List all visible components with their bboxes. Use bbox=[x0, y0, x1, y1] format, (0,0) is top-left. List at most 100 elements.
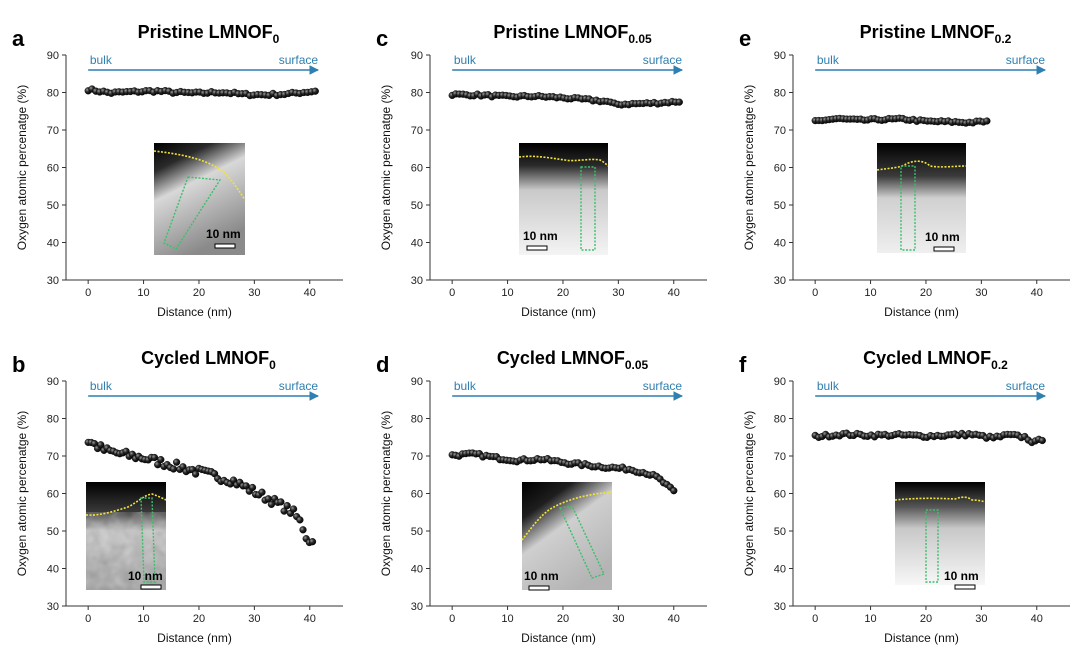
scale-bar bbox=[528, 585, 550, 591]
stem-inset-image: 10 nm bbox=[894, 482, 986, 590]
y-tick-label: 70 bbox=[47, 125, 59, 137]
stem-image-background bbox=[522, 482, 612, 590]
label-surface: surface bbox=[643, 379, 683, 393]
chart-title-text: Cycled LMNOF bbox=[141, 348, 269, 368]
y-tick-label: 70 bbox=[774, 125, 786, 137]
panel-letter: a bbox=[12, 26, 25, 51]
y-axis-label: Oxygen atomic percenatge (%) bbox=[15, 411, 29, 576]
y-tick-label: 30 bbox=[411, 275, 423, 287]
chart-title-subscript: 0.05 bbox=[625, 358, 649, 372]
stem-inset-image: 10 nm bbox=[521, 482, 613, 591]
y-tick-label: 30 bbox=[411, 601, 423, 613]
data-point bbox=[267, 500, 276, 509]
label-bulk: bulk bbox=[454, 53, 477, 67]
y-tick-label: 30 bbox=[47, 275, 59, 287]
data-point bbox=[280, 507, 288, 515]
line-profile-box bbox=[900, 165, 916, 251]
chart-title: Pristine LMNOF0.05 bbox=[493, 22, 652, 46]
data-point bbox=[299, 526, 307, 534]
chart-title: Cycled LMNOF0.05 bbox=[497, 348, 649, 372]
y-tick-label: 50 bbox=[47, 200, 59, 212]
x-tick-label: 30 bbox=[612, 613, 624, 625]
y-tick-label: 80 bbox=[774, 88, 786, 100]
x-tick-label: 40 bbox=[1031, 613, 1043, 625]
y-tick-label: 30 bbox=[774, 275, 786, 287]
y-tick-label: 60 bbox=[47, 163, 59, 175]
surface-trace bbox=[85, 493, 167, 516]
data-point bbox=[308, 538, 317, 546]
x-tick-label: 0 bbox=[449, 287, 455, 299]
data-point bbox=[157, 456, 165, 464]
panel-c: c Pristine LMNOF0.05 0 10 20 30 40 30 40 50 60 70 80… bbox=[376, 22, 707, 319]
y-tick-label: 50 bbox=[774, 200, 786, 212]
stem-inset-image: 10 nm bbox=[876, 143, 967, 253]
x-tick-label: 20 bbox=[193, 613, 205, 625]
x-tick-label: 30 bbox=[975, 287, 987, 299]
x-tick-label: 10 bbox=[137, 287, 149, 299]
chart-title: Cycled LMNOF0.2 bbox=[863, 348, 1008, 372]
x-tick-label: 0 bbox=[449, 613, 455, 625]
data-point bbox=[248, 483, 257, 492]
data-point bbox=[277, 498, 285, 506]
y-axis-label: Oxygen atomic percenatge (%) bbox=[379, 85, 393, 250]
y-tick-label: 60 bbox=[411, 163, 423, 175]
y-tick-label: 70 bbox=[774, 451, 786, 463]
y-tick-label: 80 bbox=[774, 414, 786, 426]
y-tick-label: 60 bbox=[411, 489, 423, 501]
x-axis-label: Distance (nm) bbox=[521, 631, 596, 645]
data-point bbox=[283, 502, 291, 510]
x-axis-label: Distance (nm) bbox=[157, 305, 232, 319]
data-point bbox=[670, 487, 678, 495]
surface-trace bbox=[518, 155, 609, 167]
x-tick-label: 40 bbox=[304, 287, 316, 299]
surface-trace bbox=[894, 496, 986, 503]
data-point bbox=[290, 505, 298, 513]
y-tick-label: 60 bbox=[47, 489, 59, 501]
panel-letter: e bbox=[739, 26, 751, 51]
x-tick-label: 20 bbox=[557, 287, 569, 299]
chart-title: Pristine LMNOF0.2 bbox=[860, 22, 1012, 46]
chart-title-subscript: 0.2 bbox=[991, 358, 1008, 372]
data-point bbox=[150, 453, 159, 462]
panel-letter: f bbox=[739, 352, 747, 377]
x-tick-label: 10 bbox=[137, 613, 149, 625]
x-tick-label: 10 bbox=[864, 287, 876, 299]
x-tick-label: 30 bbox=[612, 287, 624, 299]
x-tick-label: 20 bbox=[920, 613, 932, 625]
y-tick-label: 70 bbox=[411, 125, 423, 137]
panel-e: e Pristine LMNOF0.2 0 10 20 30 40 30 40 50 60 70 80 9… bbox=[739, 22, 1070, 319]
chart-title-subscript: 0 bbox=[269, 358, 276, 372]
x-tick-label: 0 bbox=[85, 287, 91, 299]
x-axis-label: Distance (nm) bbox=[521, 305, 596, 319]
x-tick-label: 30 bbox=[248, 613, 260, 625]
x-tick-label: 10 bbox=[864, 613, 876, 625]
y-tick-label: 90 bbox=[47, 376, 59, 388]
panel-letter: d bbox=[376, 352, 389, 377]
panel-d: d Cycled LMNOF0.05 0 10 20 30 40 30 40 50 60 70 80 90… bbox=[376, 348, 707, 645]
scale-bar-label: 10 nm bbox=[128, 569, 163, 583]
chart-title-text: Pristine LMNOF bbox=[860, 22, 995, 42]
scale-bar-label: 10 nm bbox=[524, 569, 559, 583]
panel-letter: c bbox=[376, 26, 388, 51]
y-tick-label: 50 bbox=[411, 526, 423, 538]
panel-f: f Cycled LMNOF0.2 0 10 20 30 40 30 40 50 60 70 80 90 D… bbox=[739, 348, 1070, 645]
scale-bar bbox=[933, 246, 955, 252]
label-bulk: bulk bbox=[817, 53, 840, 67]
x-tick-label: 40 bbox=[304, 613, 316, 625]
y-tick-label: 80 bbox=[47, 414, 59, 426]
y-tick-label: 90 bbox=[411, 50, 423, 62]
line-profile-box bbox=[140, 497, 156, 583]
chart-title-text: Pristine LMNOF bbox=[138, 22, 273, 42]
x-tick-label: 0 bbox=[812, 613, 818, 625]
x-tick-label: 20 bbox=[920, 287, 932, 299]
y-tick-label: 50 bbox=[47, 526, 59, 538]
y-axis-label: Oxygen atomic percenatge (%) bbox=[15, 85, 29, 250]
y-tick-label: 70 bbox=[411, 451, 423, 463]
x-tick-label: 40 bbox=[668, 287, 680, 299]
line-profile-box bbox=[558, 505, 605, 579]
y-tick-label: 40 bbox=[774, 564, 786, 576]
data-point bbox=[173, 458, 181, 466]
scale-bar-label: 10 nm bbox=[925, 230, 960, 244]
